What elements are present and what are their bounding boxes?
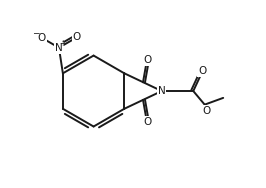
Text: O: O: [38, 33, 46, 43]
Text: O: O: [143, 55, 151, 65]
Text: N: N: [55, 43, 63, 53]
Text: −: −: [32, 28, 40, 37]
Text: O: O: [202, 105, 211, 116]
Text: O: O: [143, 117, 151, 127]
Text: N: N: [158, 86, 166, 96]
Text: O: O: [73, 32, 81, 42]
Text: O: O: [198, 66, 206, 76]
Text: +: +: [59, 39, 66, 48]
